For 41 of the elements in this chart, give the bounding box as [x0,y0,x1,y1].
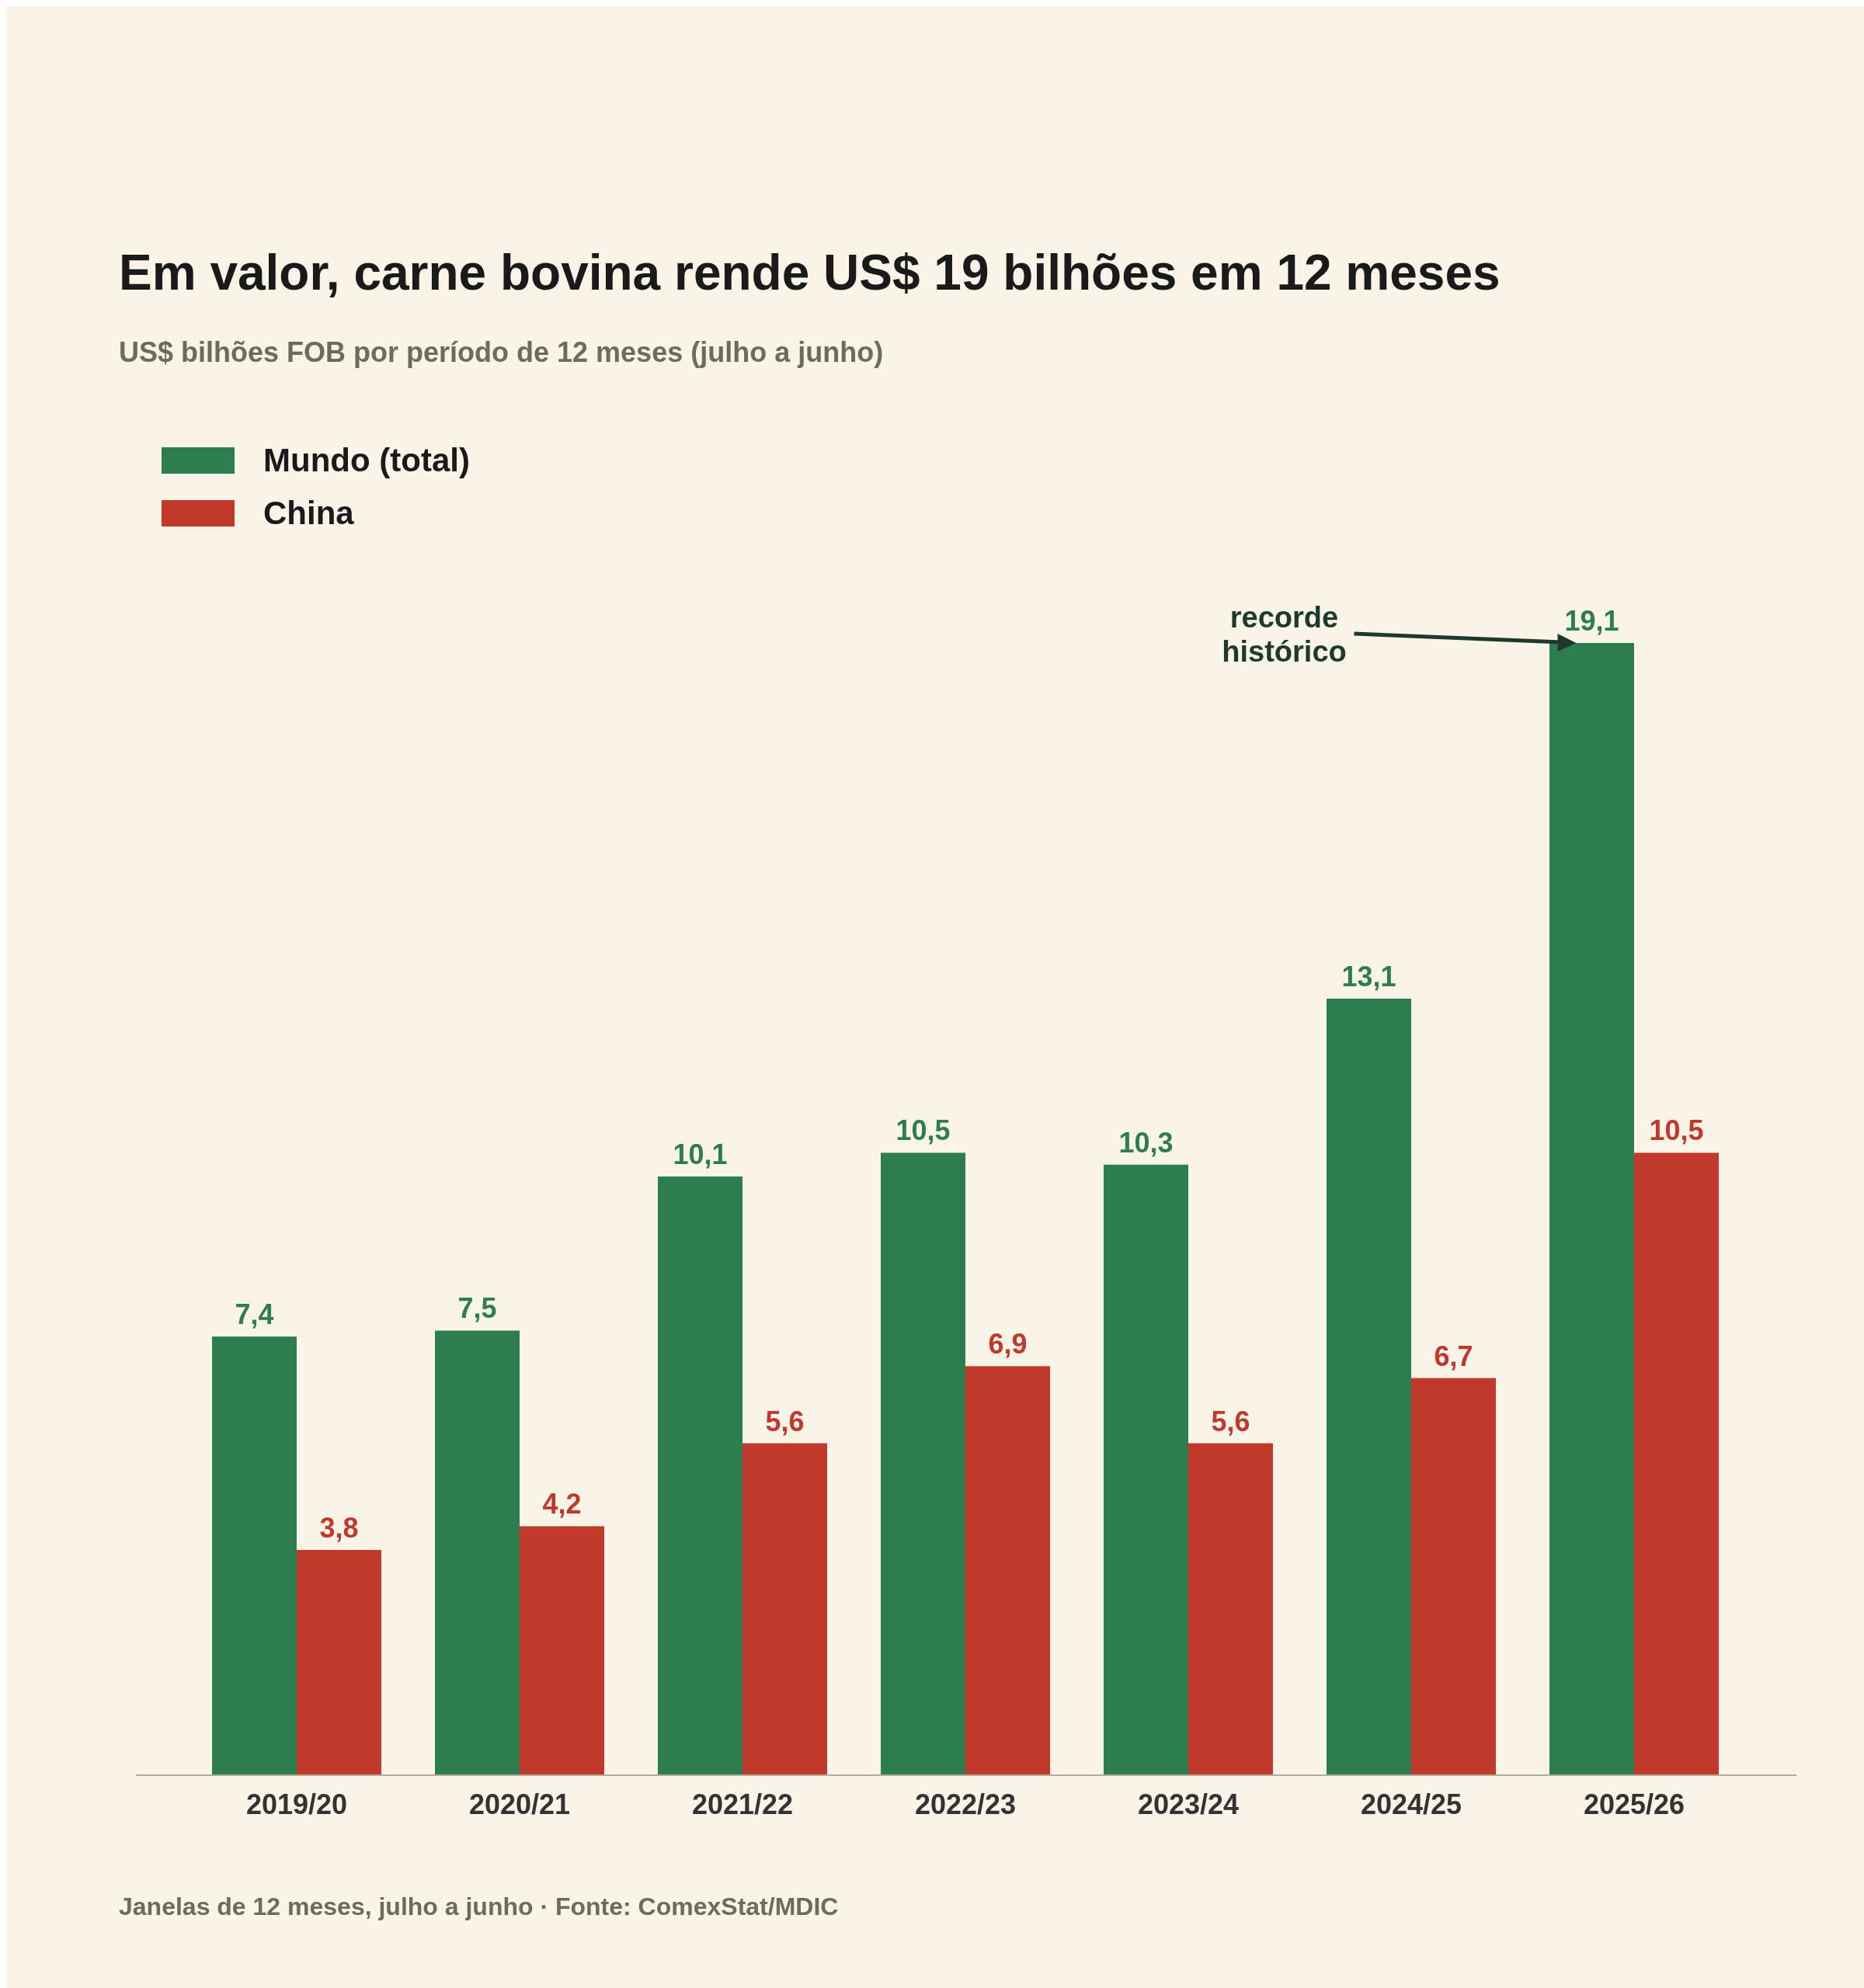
x-tick-label: 2025/26 [1583,1788,1685,1820]
data-label: 5,6 [1211,1405,1250,1437]
data-label: 4,2 [542,1488,582,1521]
bar [212,1336,297,1775]
bar [1188,1443,1273,1775]
legend-label: Mundo (total) [263,442,470,478]
data-label: 5,6 [765,1405,805,1437]
bar [1634,1152,1719,1775]
legend-label: China [263,495,355,531]
data-label: 19,1 [1564,605,1619,637]
data-label: 7,4 [235,1298,274,1331]
x-tick-label: 2024/25 [1360,1788,1462,1820]
data-label: 6,9 [988,1328,1028,1361]
data-label: 6,7 [1434,1340,1473,1372]
bar [881,1152,965,1775]
x-tick-label: 2023/24 [1137,1788,1240,1820]
bar [1327,999,1411,1775]
bar [965,1366,1050,1775]
x-tick-label: 2019/20 [245,1788,348,1820]
data-label: 10,5 [1649,1114,1704,1147]
data-label: 13,1 [1341,961,1396,993]
x-tick-label: 2021/22 [691,1788,794,1820]
annotation: recorde histórico [1222,601,1347,668]
bar [520,1526,604,1775]
x-tick-label: 2020/21 [468,1788,571,1820]
data-label: 10,1 [673,1138,728,1171]
data-label: 10,5 [895,1114,951,1147]
bar [742,1443,827,1775]
bar [435,1330,520,1775]
data-label: 10,3 [1118,1126,1174,1159]
bar [658,1176,742,1775]
data-label: 7,5 [457,1292,497,1325]
bar [1104,1164,1188,1775]
x-tick-label: 2022/23 [914,1788,1017,1820]
chart-title: Em valor, carne bovina rende US$ 19 bilhões em 12 meses [119,245,1501,301]
data-label: 3,8 [319,1511,359,1544]
bar [1549,643,1634,1775]
bar [1411,1378,1496,1775]
text: Janelas de 12 meses, julho a junho · Fonte: ComexStat/MDIC [119,1892,839,1920]
bar [297,1549,381,1775]
chart-subtitle: US$ bilhões FOB por período de 12 meses (julho a junho) [119,336,884,368]
